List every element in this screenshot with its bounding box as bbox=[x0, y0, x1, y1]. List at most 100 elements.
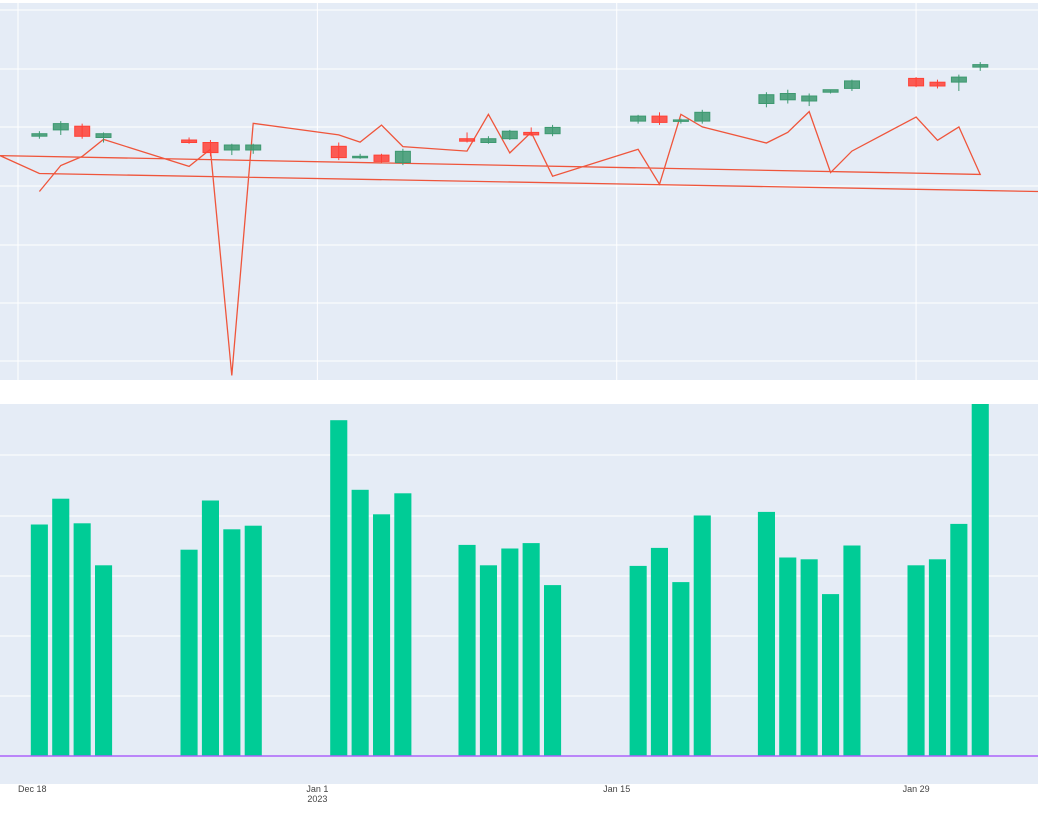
volume-panel-bars bbox=[30, 404, 989, 756]
candle bbox=[822, 89, 839, 94]
candle-body bbox=[352, 155, 369, 159]
candle bbox=[181, 137, 198, 144]
price-panel-grid bbox=[0, 3, 1038, 380]
price-panel-background bbox=[0, 3, 1038, 380]
candle bbox=[779, 89, 796, 104]
candle-body bbox=[694, 111, 711, 122]
volume-bar bbox=[822, 594, 840, 756]
candle-body bbox=[950, 76, 967, 83]
volume-bar bbox=[522, 543, 540, 756]
candle bbox=[972, 62, 989, 71]
candle bbox=[758, 92, 775, 108]
candle bbox=[908, 77, 925, 88]
volume-bar bbox=[330, 420, 348, 756]
candle bbox=[202, 139, 219, 157]
candle-body bbox=[651, 115, 668, 123]
candle-body bbox=[223, 144, 240, 151]
candle bbox=[31, 131, 48, 139]
volume-bar bbox=[52, 498, 70, 756]
volume-bar bbox=[800, 559, 818, 756]
volume-bar bbox=[244, 525, 262, 756]
candle bbox=[694, 109, 711, 124]
candle bbox=[544, 124, 561, 137]
volume-bar bbox=[971, 404, 989, 756]
candle bbox=[223, 143, 240, 156]
candle-body bbox=[630, 115, 647, 122]
volume-bar bbox=[843, 545, 861, 756]
candle bbox=[245, 143, 262, 154]
volume-bar bbox=[394, 493, 412, 756]
candle-body bbox=[459, 138, 476, 142]
candle-body bbox=[52, 123, 69, 131]
volume-bar bbox=[928, 559, 946, 756]
candle bbox=[672, 118, 689, 124]
x-tick-label: Jan 15 bbox=[603, 784, 630, 794]
x-tick-label: Jan 1 bbox=[306, 784, 328, 794]
price-panel-candles bbox=[31, 62, 989, 166]
candle-body bbox=[202, 142, 219, 154]
candle-body bbox=[822, 89, 839, 93]
candle-body bbox=[779, 93, 796, 101]
candle bbox=[630, 114, 647, 124]
candle-body bbox=[74, 125, 91, 137]
candle-body bbox=[394, 150, 411, 164]
volume-bar bbox=[223, 529, 241, 756]
x-tick-label: Jan 29 bbox=[903, 784, 930, 794]
volume-bar bbox=[950, 523, 968, 756]
candle-body bbox=[31, 133, 48, 137]
volume-bar bbox=[501, 548, 519, 756]
x-tick-label: Dec 18 bbox=[18, 784, 47, 794]
candle-body bbox=[801, 95, 818, 102]
volume-bar bbox=[650, 547, 668, 756]
volume-bar bbox=[95, 565, 113, 756]
candle-body bbox=[844, 80, 860, 89]
volume-bar bbox=[757, 511, 775, 756]
candle-body bbox=[181, 139, 198, 143]
candle bbox=[501, 129, 518, 140]
x-tick-sublabel: 2023 bbox=[307, 794, 327, 804]
volume-bar bbox=[180, 549, 198, 756]
candle-body bbox=[672, 119, 689, 122]
volume-bar bbox=[907, 565, 925, 756]
candle-body bbox=[480, 138, 497, 143]
candle bbox=[95, 132, 112, 143]
candle-body bbox=[758, 94, 775, 104]
volume-bar bbox=[479, 565, 497, 756]
volume-bar bbox=[351, 489, 369, 756]
candle bbox=[844, 79, 860, 91]
volume-bar bbox=[30, 524, 48, 756]
candle bbox=[74, 123, 91, 139]
volume-bar bbox=[73, 523, 91, 756]
volume-bar bbox=[693, 515, 711, 756]
candle-body bbox=[95, 133, 112, 138]
volume-panel-background bbox=[0, 404, 1038, 784]
candle bbox=[801, 93, 818, 107]
candle bbox=[394, 148, 411, 166]
volume-bar bbox=[672, 582, 690, 756]
candle bbox=[459, 132, 476, 143]
candle-body bbox=[544, 126, 561, 135]
candle bbox=[52, 121, 69, 135]
candle bbox=[352, 153, 369, 159]
volume-bar bbox=[201, 500, 219, 756]
candle bbox=[373, 153, 390, 163]
volume-bar bbox=[458, 544, 476, 756]
line-series bbox=[0, 110, 1038, 376]
volume-bar bbox=[629, 565, 647, 756]
candle-body bbox=[972, 64, 989, 68]
candle bbox=[480, 136, 497, 144]
volume-bar bbox=[373, 514, 391, 756]
candle-body bbox=[908, 77, 925, 87]
candle bbox=[330, 142, 347, 161]
volume-panel-grid bbox=[0, 454, 1038, 697]
candle-body bbox=[245, 144, 262, 151]
candle bbox=[651, 112, 668, 125]
candle-body bbox=[330, 145, 347, 159]
volume-bar bbox=[544, 585, 562, 756]
candle-body bbox=[501, 130, 518, 140]
candle bbox=[929, 79, 946, 89]
candle-body bbox=[373, 154, 390, 162]
candle bbox=[523, 127, 540, 137]
